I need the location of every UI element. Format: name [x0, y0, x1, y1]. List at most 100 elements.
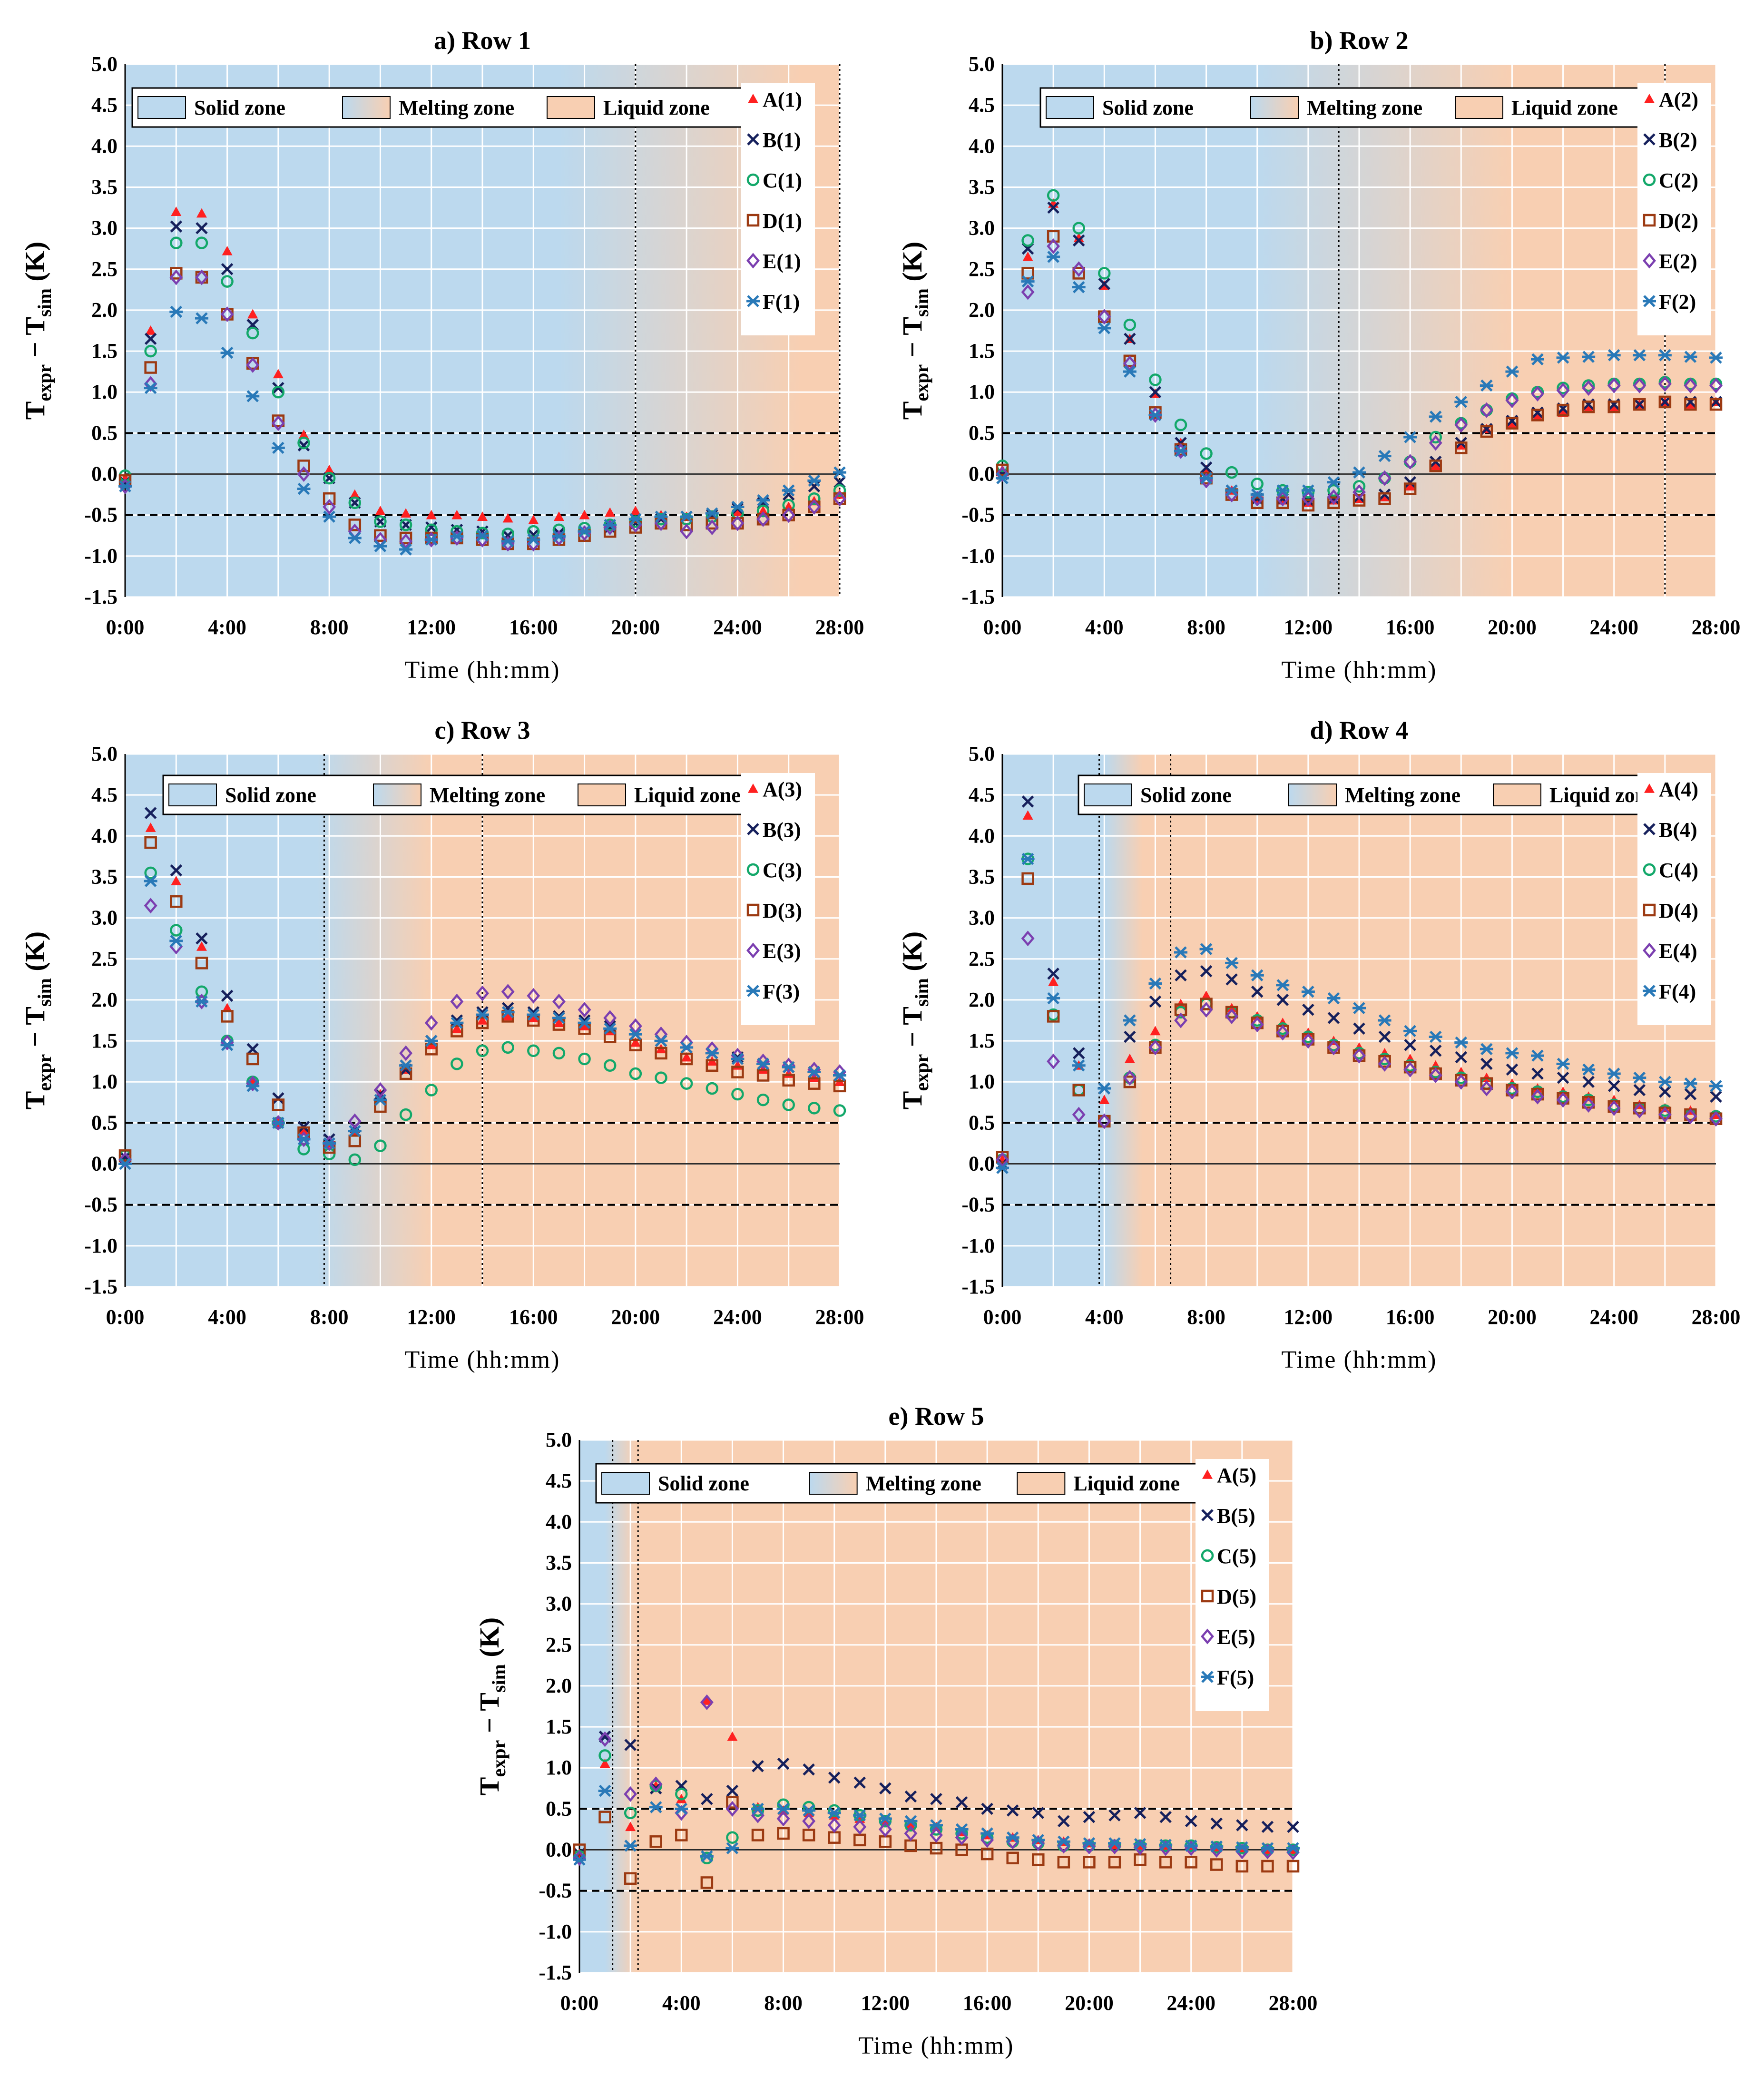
series-legend-label: B(3): [763, 818, 801, 842]
data-point: [170, 236, 183, 249]
zone-legend: Solid zone Melting zone Liquid zone: [1039, 87, 1655, 128]
x-tick-label: 0:00: [106, 1305, 145, 1329]
data-point: [1659, 396, 1671, 408]
data-point: [1174, 445, 1187, 458]
data-point: [1031, 1834, 1045, 1846]
y-tick-label: 0.5: [546, 1797, 572, 1820]
series-legend-marker: [1644, 94, 1655, 103]
data-point: [1301, 1033, 1315, 1049]
series-legend-label: A(1): [763, 88, 802, 111]
y-tick-label: 1.5: [91, 339, 118, 362]
data-point: [348, 1125, 362, 1137]
series-legend-marker: [748, 783, 758, 793]
x-tick-label: 20:00: [1065, 1991, 1114, 2015]
x-axis-label: Time (hh:mm): [1282, 656, 1437, 684]
data-point: [1159, 1839, 1173, 1851]
data-point: [1199, 943, 1213, 955]
data-point: [297, 460, 310, 472]
zone-legend-swatch: [1017, 1472, 1066, 1495]
series-legend-label: E(5): [1217, 1626, 1255, 1649]
series-legend-marker: [1202, 1469, 1213, 1479]
series-D(5): [573, 1796, 1300, 1889]
data-point: [833, 1104, 846, 1117]
data-point: [1250, 969, 1264, 981]
y-axis-label: Texpr − Tsim (K): [474, 1617, 510, 1795]
data-point: [654, 1035, 668, 1047]
series-legend-marker: [1643, 863, 1656, 876]
data-point: [1455, 1051, 1468, 1064]
data-point: [828, 1804, 841, 1817]
data-point: [725, 1801, 739, 1817]
data-point: [1225, 957, 1239, 969]
data-point: [680, 1077, 693, 1090]
data-point: [1276, 994, 1289, 1006]
data-point: [654, 510, 668, 523]
data-point: [246, 326, 259, 340]
series-D(3): [118, 836, 846, 1162]
data-point: [756, 1069, 770, 1082]
data-point: [1159, 1856, 1172, 1869]
data-point: [1072, 267, 1085, 280]
zone-legend-swatch: [601, 1472, 650, 1495]
data-point: [833, 1064, 846, 1080]
data-point: [1057, 1835, 1070, 1848]
data-point: [1021, 795, 1034, 808]
data-point: [1201, 990, 1212, 1000]
series-legend-label: E(2): [1659, 250, 1697, 273]
data-point: [272, 385, 285, 399]
data-point: [1123, 1070, 1137, 1086]
data-point: [1557, 403, 1569, 417]
data-point: [731, 1066, 744, 1078]
series-legend-marker: [746, 903, 760, 917]
data-point: [802, 1804, 816, 1817]
data-point: [700, 1694, 714, 1710]
data-point: [374, 529, 387, 542]
data-point: [1072, 1059, 1086, 1072]
data-point: [1098, 322, 1111, 334]
y-tick-label: -0.5: [961, 503, 995, 527]
data-point: [624, 1786, 637, 1802]
data-point: [1633, 349, 1646, 362]
series-legend-label: F(3): [763, 980, 800, 1003]
x-tick-label: 20:00: [611, 1305, 660, 1329]
y-tick-label: -0.5: [84, 1193, 118, 1216]
y-tick-label: -1.5: [961, 585, 995, 608]
y-tick-label: 5.0: [91, 52, 118, 76]
data-point: [171, 206, 182, 216]
data-point: [1709, 377, 1723, 393]
y-tick-labels: 5.0 4.5 4.0 3.5 3.0 2.5 2.0 1.5 1.0 0.5 0.0 -0.5 -1.…: [84, 742, 118, 1298]
data-point: [1352, 494, 1366, 507]
data-point: [1185, 1815, 1197, 1827]
data-point: [1429, 1044, 1442, 1057]
series-legend-marker: [748, 94, 758, 103]
data-point: [827, 1817, 841, 1833]
zone-legend-swatch: [1250, 96, 1299, 119]
data-point: [1454, 1074, 1468, 1090]
data-point: [1072, 1107, 1086, 1123]
y-tick-label: -1.0: [84, 1234, 118, 1257]
data-point: [273, 369, 284, 379]
data-point: [272, 1092, 284, 1105]
data-point: [1261, 1860, 1274, 1873]
y-axis-label-subscript: sim: [911, 288, 932, 317]
data-point: [731, 515, 745, 531]
data-point: [655, 1071, 667, 1084]
data-point: [878, 1821, 892, 1837]
data-point: [349, 489, 360, 499]
y-axis-label-subscript: expr: [911, 364, 932, 401]
data-point: [701, 1792, 713, 1805]
series-legend-marker: [746, 863, 760, 876]
y-tick-label: 3.5: [969, 865, 995, 888]
series-legend-marker: [1643, 823, 1656, 835]
y-tick-label: 1.0: [969, 1070, 995, 1093]
data-point: [680, 510, 694, 523]
data-point: [1021, 284, 1035, 300]
data-point: [878, 1812, 892, 1825]
data-point: [298, 1126, 309, 1136]
x-tick-label: 24:00: [713, 616, 762, 639]
zone-legend-label: Melting zone: [1307, 96, 1422, 119]
data-point: [527, 533, 540, 546]
data-point: [1022, 810, 1033, 820]
data-point: [1327, 992, 1341, 1005]
data-point: [1108, 1809, 1121, 1821]
